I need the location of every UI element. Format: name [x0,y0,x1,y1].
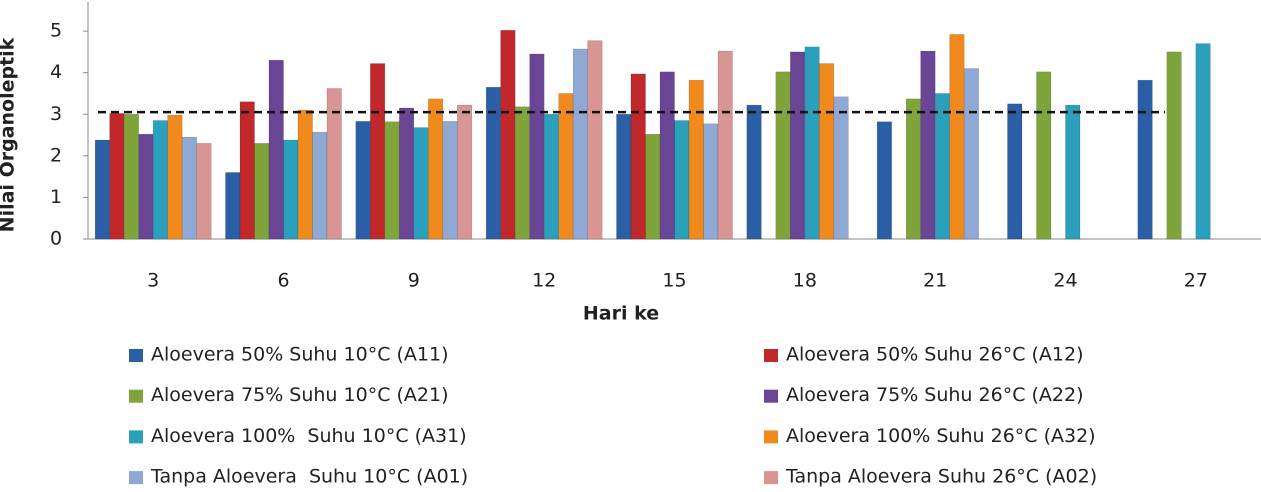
bar [934,93,950,240]
bar [239,101,255,240]
bar [963,68,979,240]
bar [920,50,936,240]
x-tick-label: 12 [532,270,556,292]
y-tick-label: 3 [50,103,62,125]
legend-label: Aloevera 50% Suhu 10°C (A11) [151,344,449,366]
bar [196,143,212,240]
bar [384,121,400,240]
bar [876,121,892,240]
bar [659,71,675,240]
bar [905,98,921,240]
bar [514,106,530,240]
y-tick-label: 0 [50,228,62,250]
bar [572,48,588,240]
bar [500,30,516,240]
bar [399,107,415,240]
y-tick-label: 4 [50,61,62,83]
bar [746,104,762,240]
bar [1166,51,1182,240]
bar [442,121,458,240]
y-tick-label: 2 [50,144,62,166]
legend-label: Tanpa Aloevera Suhu 26°C (A02) [785,466,1097,488]
bar [94,139,110,240]
x-tick-label: 27 [1184,270,1208,292]
bar [790,51,806,240]
legend-label: Aloevera 50% Suhu 26°C (A12) [786,344,1084,366]
bar [1036,71,1052,240]
bar [645,133,661,240]
x-tick-label: 15 [662,270,686,292]
bar [529,53,545,240]
bar [674,120,690,240]
bar [457,104,473,240]
legend-label: Aloevera 100% Suhu 26°C (A32) [786,425,1096,447]
y-tick-label: 1 [50,186,62,208]
legend-swatch [764,349,778,362]
bar [254,143,270,240]
bar [949,34,965,240]
bar [485,86,501,240]
x-axis-label: Hari ke [583,303,659,325]
bar [268,59,284,240]
bar [123,114,139,240]
legend-label: Aloevera 100% Suhu 10°C (A31) [151,425,467,447]
bar [1195,43,1211,240]
bar [167,114,183,240]
legend-swatch [129,349,143,362]
y-tick-label: 5 [50,20,62,42]
bar [717,50,733,240]
bar [355,121,371,240]
x-tick-label: 9 [408,270,420,292]
legend-swatch [764,430,778,444]
bar [688,79,704,240]
bar [283,139,299,240]
bar [428,98,444,240]
bar [1065,104,1081,240]
x-tick-label: 18 [793,270,817,292]
bar [587,40,603,240]
bar [703,123,719,240]
legend-label: Aloevera 75% Suhu 10°C (A21) [151,384,449,406]
bar [558,93,574,240]
bar [109,113,125,240]
bar [1137,79,1153,240]
bar [312,131,328,240]
legend-swatch [129,389,143,403]
bar [413,127,429,240]
bar [370,63,386,240]
bar [804,46,820,240]
legend-swatch [764,389,778,403]
bar [833,96,849,240]
legend-swatch [129,471,143,485]
bar [630,73,646,240]
bar [181,136,197,240]
bar [152,120,168,240]
legend-swatch [764,471,778,485]
legend-label: Aloevera 75% Suhu 26°C (A22) [786,384,1084,406]
y-axis-label: Nilai Organoleptik [0,37,19,232]
x-tick-label: 24 [1053,270,1077,292]
bar [543,114,559,240]
bar [1007,103,1023,240]
bar [819,63,835,240]
legend-swatch [129,430,143,444]
bar [297,109,313,240]
bar [326,88,342,240]
legend-label: Tanpa Aloevera Suhu 10°C (A01) [150,466,468,488]
x-tick-label: 6 [277,270,289,292]
bar [138,133,154,240]
bar [225,172,241,240]
x-tick-label: 21 [923,270,947,292]
bar [775,71,791,240]
bar [616,114,632,240]
x-tick-label: 3 [147,270,159,292]
